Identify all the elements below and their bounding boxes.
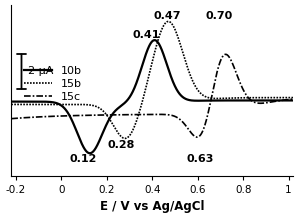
Text: 0.28: 0.28 <box>108 140 135 150</box>
Text: 0.70: 0.70 <box>206 11 233 21</box>
Text: 0.47: 0.47 <box>153 11 181 21</box>
Legend: 10b, 15b, 15c: 10b, 15b, 15c <box>20 62 86 106</box>
X-axis label: E / V vs Ag/AgCl: E / V vs Ag/AgCl <box>100 200 204 213</box>
Text: 0.41: 0.41 <box>133 30 160 40</box>
Text: 0.12: 0.12 <box>69 154 97 164</box>
Text: 0.63: 0.63 <box>186 154 214 164</box>
Text: 2 μA: 2 μA <box>28 66 54 77</box>
